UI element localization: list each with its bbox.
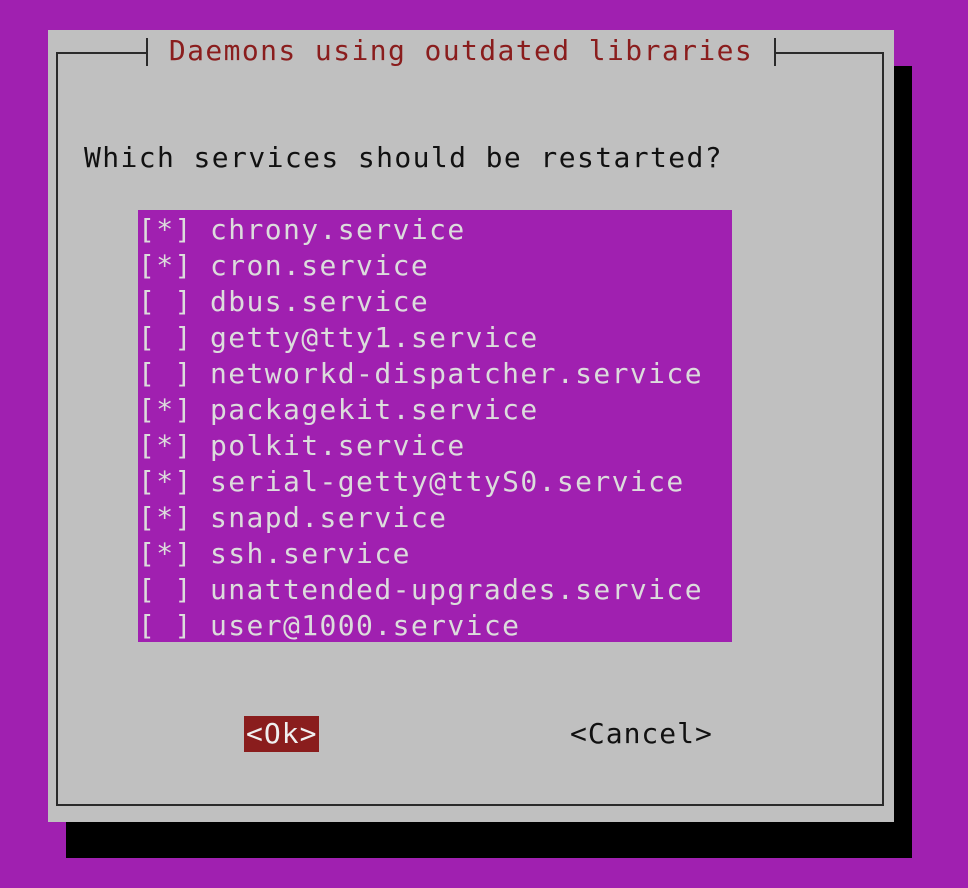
title-gap (146, 44, 776, 64)
title-divider-right (774, 38, 776, 66)
dialog-title: Daemons using outdated libraries (168, 34, 754, 67)
service-label: getty@tty1.service (210, 321, 539, 354)
checkbox[interactable]: [*] (138, 501, 193, 534)
service-label: networkd-dispatcher.service (210, 357, 703, 390)
service-label: packagekit.service (210, 393, 539, 426)
services-checklist[interactable]: [*] chrony.service [*] cron.service [ ] dbu… (138, 210, 732, 642)
service-label: user@1000.service (210, 609, 521, 642)
ok-button[interactable]: <Ok> (244, 716, 320, 752)
list-item[interactable]: [ ] networkd-dispatcher.service (138, 356, 732, 392)
list-item[interactable]: [ ] unattended-upgrades.service (138, 572, 732, 608)
list-item[interactable]: [ ] dbus.service (138, 284, 732, 320)
title-divider-left (146, 38, 148, 66)
checkbox[interactable]: [*] (138, 537, 193, 570)
checkbox[interactable]: [ ] (138, 609, 193, 642)
checkbox[interactable]: [ ] (138, 573, 193, 606)
dialog-question: Which services should be restarted? (84, 141, 724, 174)
checkbox[interactable]: [ ] (138, 321, 193, 354)
service-label: serial-getty@ttyS0.service (210, 465, 685, 498)
service-label: ssh.service (210, 537, 411, 570)
checkbox[interactable]: [*] (138, 213, 193, 246)
service-label: dbus.service (210, 285, 430, 318)
checkbox[interactable]: [ ] (138, 285, 193, 318)
cancel-button[interactable]: <Cancel> (570, 717, 713, 750)
list-item[interactable]: [ ] getty@tty1.service (138, 320, 732, 356)
service-label: unattended-upgrades.service (210, 573, 703, 606)
dialog-buttons: <Ok> <Cancel> (48, 714, 894, 754)
list-item[interactable]: [*] packagekit.service (138, 392, 732, 428)
service-label: snapd.service (210, 501, 448, 534)
service-label: chrony.service (210, 213, 466, 246)
checkbox[interactable]: [ ] (138, 357, 193, 390)
checkbox[interactable]: [*] (138, 393, 193, 426)
list-item[interactable]: [*] snapd.service (138, 500, 732, 536)
restart-services-dialog: Daemons using outdated libraries Which s… (48, 30, 894, 822)
service-label: polkit.service (210, 429, 466, 462)
list-item[interactable]: [*] chrony.service (138, 212, 732, 248)
checkbox[interactable]: [*] (138, 465, 193, 498)
list-item[interactable]: [*] ssh.service (138, 536, 732, 572)
service-label: cron.service (210, 249, 430, 282)
list-item[interactable]: [*] serial-getty@ttyS0.service (138, 464, 732, 500)
checkbox[interactable]: [*] (138, 429, 193, 462)
list-item[interactable]: [*] cron.service (138, 248, 732, 284)
list-item[interactable]: [ ] user@1000.service (138, 608, 732, 644)
list-item[interactable]: [*] polkit.service (138, 428, 732, 464)
checkbox[interactable]: [*] (138, 249, 193, 282)
